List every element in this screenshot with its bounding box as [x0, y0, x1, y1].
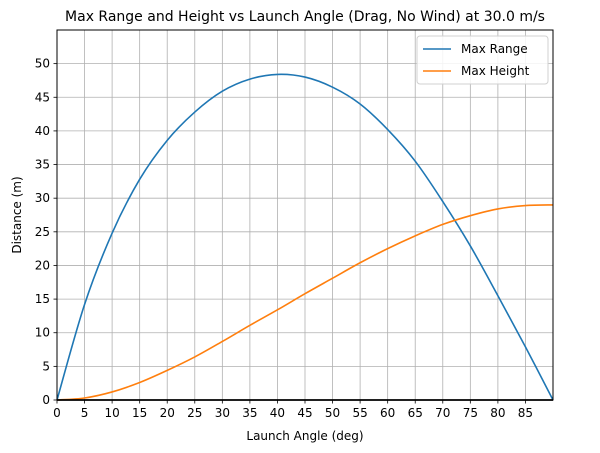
- series-layer: [56, 73, 554, 401]
- y-tick-label: 35: [35, 158, 50, 172]
- x-tick-label: 80: [490, 406, 505, 420]
- y-tick-label: 25: [35, 225, 50, 239]
- x-tick-label: 85: [518, 406, 533, 420]
- legend-label-max-height: Max Height: [461, 64, 530, 78]
- series-line-max-height: [56, 204, 554, 401]
- y-tick-label: 30: [35, 191, 50, 205]
- x-tick-label: 75: [463, 406, 478, 420]
- grid: [56, 30, 553, 401]
- legend-label-max-range: Max Range: [461, 42, 528, 56]
- y-tick-label: 45: [35, 90, 50, 104]
- x-tick-label: 30: [215, 406, 230, 420]
- x-tick-label: 60: [380, 406, 395, 420]
- x-tick-label: 55: [352, 406, 367, 420]
- x-tick-label: 50: [325, 406, 340, 420]
- y-axis-label: Distance (m): [10, 176, 24, 253]
- x-tick-label: 5: [81, 406, 89, 420]
- x-tick-label: 10: [104, 406, 119, 420]
- x-axis-ticks: 0 5 10 15 20 25 30 35 40 45 50 55 60 65 70 75 80 85: [53, 400, 533, 420]
- y-axis-ticks: 0 5 10 15 20 25 30 35 40 45 50: [35, 57, 57, 407]
- legend-box: [416, 35, 549, 85]
- x-tick-label: 45: [297, 406, 312, 420]
- y-tick-label: 10: [35, 326, 50, 340]
- series-line-max-range: [56, 73, 554, 401]
- y-tick-label: 50: [35, 57, 50, 71]
- y-tick-label: 20: [35, 258, 50, 272]
- chart-title: Max Range and Height vs Launch Angle (Dr…: [65, 9, 545, 25]
- x-tick-label: 0: [53, 406, 61, 420]
- x-tick-label: 65: [408, 406, 423, 420]
- x-axis-label: Launch Angle (deg): [246, 429, 363, 443]
- x-tick-label: 35: [242, 406, 257, 420]
- x-tick-label: 70: [435, 406, 450, 420]
- y-tick-label: 15: [35, 292, 50, 306]
- x-tick-label: 15: [132, 406, 147, 420]
- y-tick-label: 40: [35, 124, 50, 138]
- x-tick-label: 25: [187, 406, 202, 420]
- y-tick-label: 5: [42, 359, 50, 373]
- x-tick-label: 20: [160, 406, 175, 420]
- x-tick-label: 40: [270, 406, 285, 420]
- y-tick-label: 0: [42, 393, 50, 407]
- legend: Max Range Max Height: [416, 35, 549, 85]
